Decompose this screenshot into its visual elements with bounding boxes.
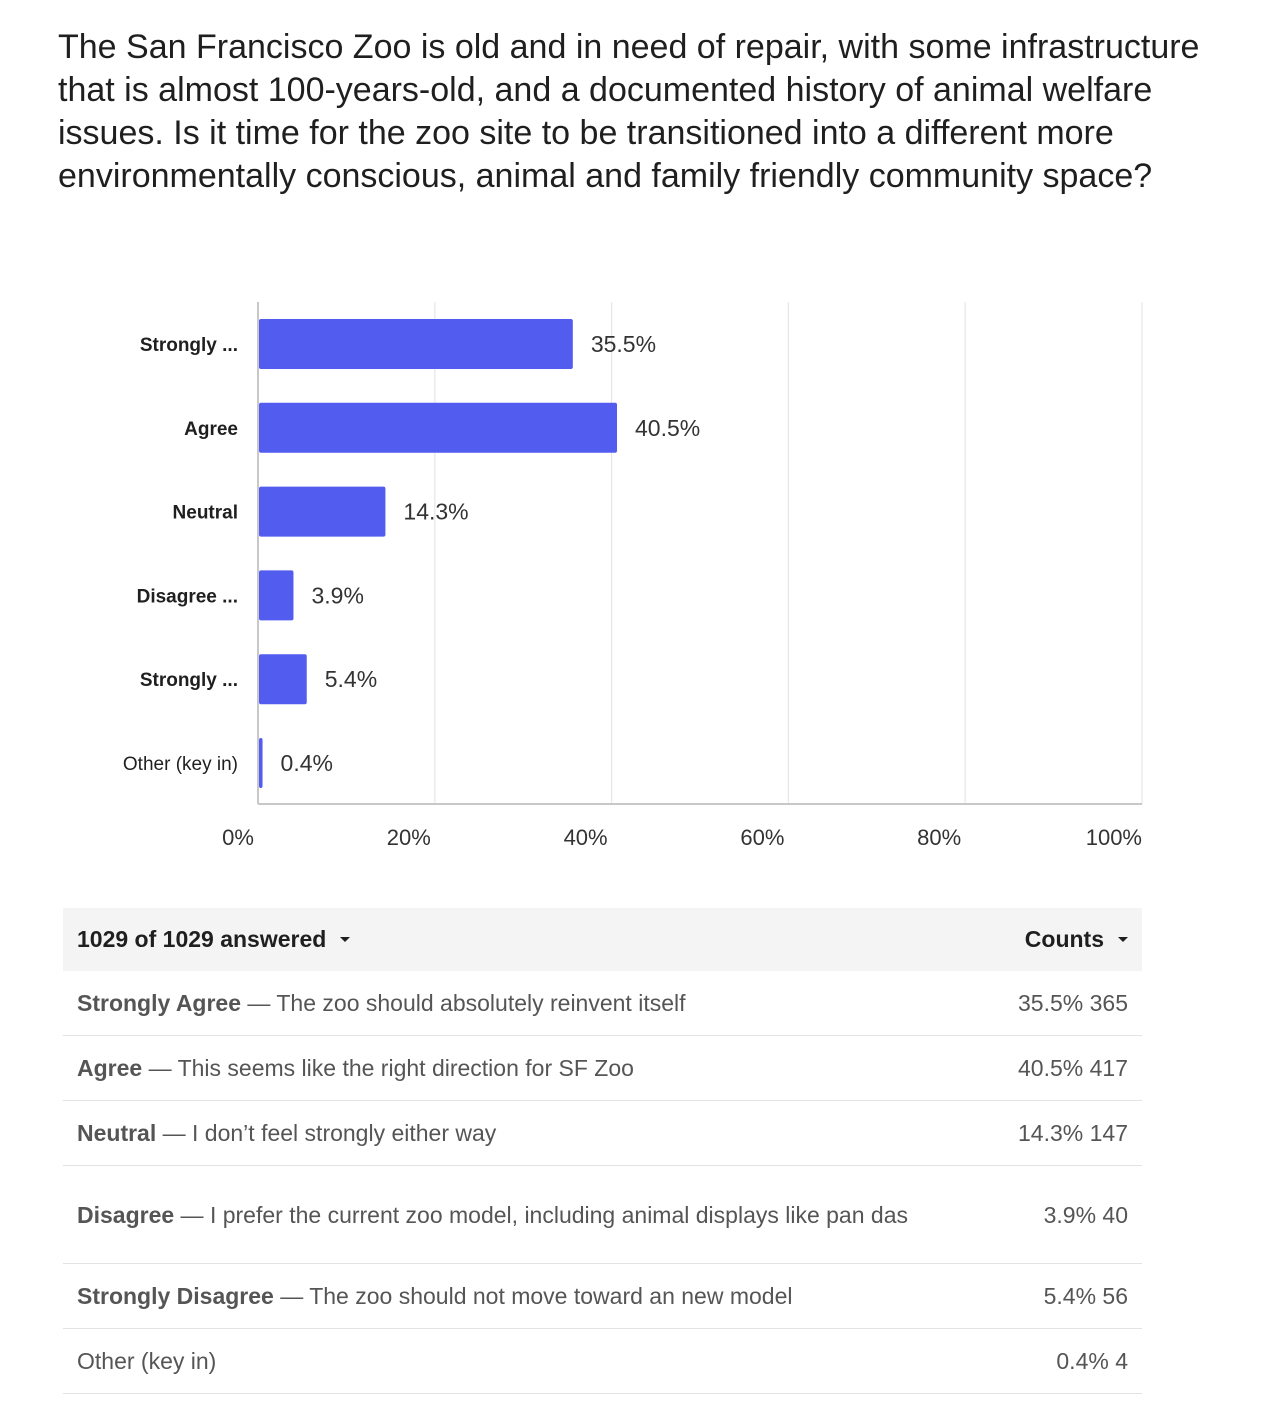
row-label: Strongly Disagree — The zoo should not m… [77,1264,793,1328]
data-label: 40.5% [635,415,700,441]
question-title: The San Francisco Zoo is old and in need… [58,28,1200,195]
data-label: 0.4% [281,750,333,776]
row-option: Strongly Agree [77,990,242,1016]
row-label: Disagree — I prefer the current zoo mode… [77,1183,908,1247]
row-label: Neutral — I don’t feel strongly either w… [77,1101,496,1165]
row-option: Neutral [77,1120,157,1146]
answered-dropdown[interactable]: 1029 of 1029 answered [77,926,351,953]
row-label: Agree — This seems like the right direct… [77,1036,634,1100]
x-tick-label: 60% [740,825,784,850]
row-value: 14.3% 147 [1018,1120,1128,1146]
counts-dropdown[interactable]: Counts [1025,926,1128,953]
category-label: Other (key in) [123,754,238,775]
table-row: Neutral — I don’t feel strongly either w… [63,1101,1142,1166]
data-label: 14.3% [403,499,468,525]
table-row: Agree — This seems like the right direct… [63,1036,1142,1101]
row-description: — This seems like the right direction fo… [142,1055,634,1081]
category-label: Disagree ... [137,586,238,607]
row-value: 3.9% 40 [1043,1201,1128,1228]
x-tick-label: 100% [1086,825,1142,850]
category-label: Neutral [173,503,238,524]
x-tick-label: 0% [222,825,254,850]
data-label: 3.9% [311,582,363,608]
row-description: Other (key in) [77,1348,217,1374]
x-tick-label: 40% [564,825,608,850]
data-label: 35.5% [591,331,656,357]
x-tick-label: 80% [917,825,961,850]
row-value: 0.4% 4 [1056,1348,1128,1374]
category-label: Agree [184,419,238,440]
chevron-down-icon [1118,937,1128,942]
row-option: Agree [77,1055,143,1081]
bar [259,402,618,453]
row-value: 40.5% 417 [1018,1055,1128,1081]
table-row: Strongly Disagree — The zoo should not m… [63,1264,1142,1329]
bar [259,738,263,788]
row-label: Strongly Agree — The zoo should absolute… [77,971,686,1035]
answered-label: 1029 of 1029 answered [77,926,327,952]
row-value: 5.4% 56 [1043,1283,1128,1309]
row-description: — The zoo should not move toward an new … [273,1283,793,1309]
table-row: Strongly Agree — The zoo should absolute… [63,971,1142,1036]
results-table: 1029 of 1029 answered Counts Strongly Ag… [63,908,1142,1394]
row-description: — I prefer the current zoo model, includ… [174,1201,908,1228]
data-label: 5.4% [325,666,377,692]
row-description: — The zoo should absolutely reinvent its… [241,990,686,1016]
table-row: Disagree — I prefer the current zoo mode… [63,1166,1142,1264]
bar-chart: 0% 20% 40% 60% 80% 100% Strongly ... 35.5% Agree… [123,302,1143,850]
chevron-down-icon [340,937,351,942]
bar [259,319,573,369]
row-description: — I don’t feel strongly either way [156,1120,497,1146]
bar [259,570,294,621]
x-tick-label: 20% [387,825,431,850]
row-label: Other (key in) [77,1329,216,1393]
category-label: Strongly ... [140,670,238,691]
row-option: Strongly Disagree [77,1283,274,1309]
row-value: 35.5% 365 [1018,990,1128,1016]
bar [259,654,307,705]
table-header: 1029 of 1029 answered Counts [63,908,1142,971]
table-row: Other (key in) 0.4% 4 [63,1329,1142,1394]
counts-label: Counts [1024,926,1104,952]
bar [259,486,386,537]
row-option: Disagree [77,1201,175,1228]
category-label: Strongly ... [140,335,238,356]
